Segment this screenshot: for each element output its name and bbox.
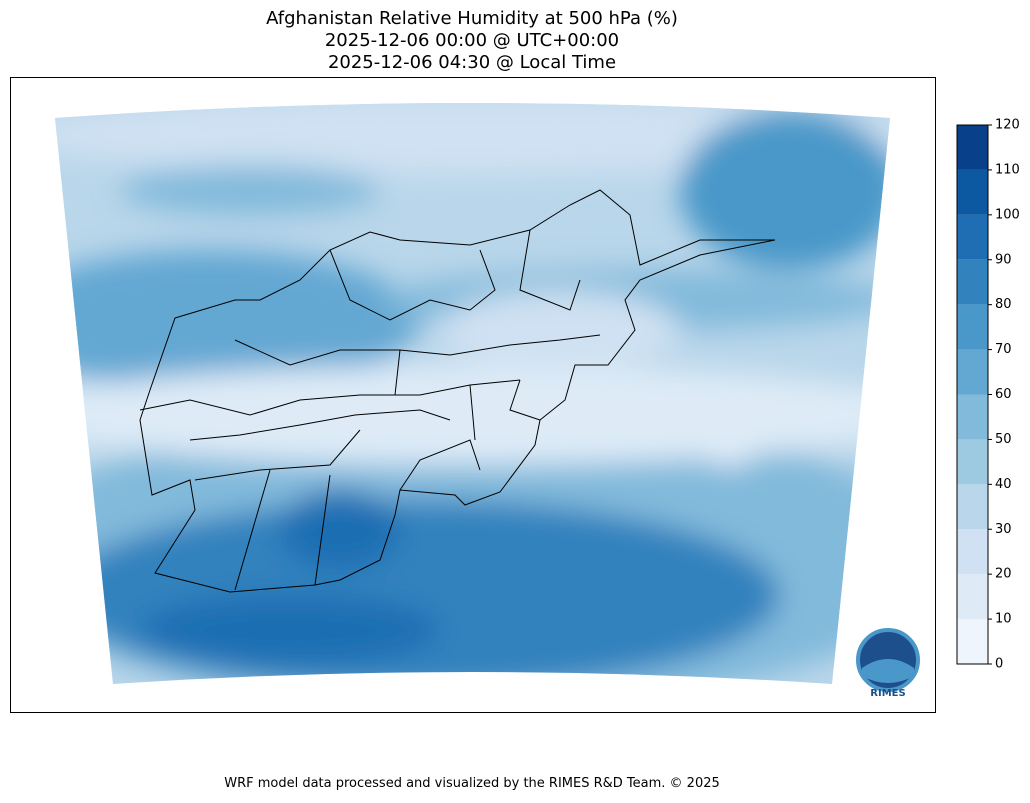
colorbar-tick-label: 90 [995,252,1012,267]
colorbar-tick-label: 70 [995,342,1012,357]
colorbar-band [957,169,988,215]
colorbar-tick-label: 10 [995,612,1012,627]
colorbar-band [957,214,988,260]
field-blob [55,250,420,390]
colorbar-tick-label: 30 [995,522,1012,537]
colorbar-tick-label: 50 [995,432,1012,447]
logo-text: RIMES [870,688,905,699]
field-blob [440,290,680,370]
field-blob [680,110,890,270]
footer: WRF model data processed and visualized … [224,776,720,791]
colorbar-tick-label: 60 [995,387,1012,402]
colorbar-tick-label: 100 [995,207,1020,222]
colorbar-tick-label: 120 [995,118,1020,133]
colorbar-tick-label: 0 [995,657,1003,672]
colorbar-band [957,259,988,305]
province-lines [139,229,601,591]
field-blob [140,595,440,665]
colorbar-tick-label: 110 [995,162,1020,177]
colorbar-band [957,394,988,440]
colorbar-band [957,125,988,170]
field-blob [710,455,750,465]
title-line: Afghanistan Relative Humidity at 500 hPa… [266,8,678,29]
colorbar-band [957,484,988,530]
colorbar-band [957,529,988,575]
boundaries [139,189,776,593]
colorbar-tick-label: 40 [995,477,1012,492]
colorbar-tick-label: 80 [995,297,1012,312]
colorbar-band [957,619,988,664]
colorbar: 0 10 20 30 40 50 60 70 80 90 100 110 120 [956,118,1020,672]
logo: RIMES [856,628,920,699]
logo-wave [862,659,914,683]
title-line: 2025-12-06 00:00 @ UTC+00:00 [325,30,619,51]
colorbar-band [957,439,988,485]
country-outline [139,189,776,593]
colorbar-band [957,304,988,350]
colorbar-band [957,349,988,395]
field-blob [55,365,890,465]
field-blob [280,490,400,570]
colorbar-band [957,574,988,620]
title-line: 2025-12-06 04:30 @ Local Time [328,52,616,73]
field-blob [120,165,380,215]
colorbar-tick-label: 20 [995,567,1012,582]
field-blob [60,500,780,684]
humidity-field [55,103,890,684]
